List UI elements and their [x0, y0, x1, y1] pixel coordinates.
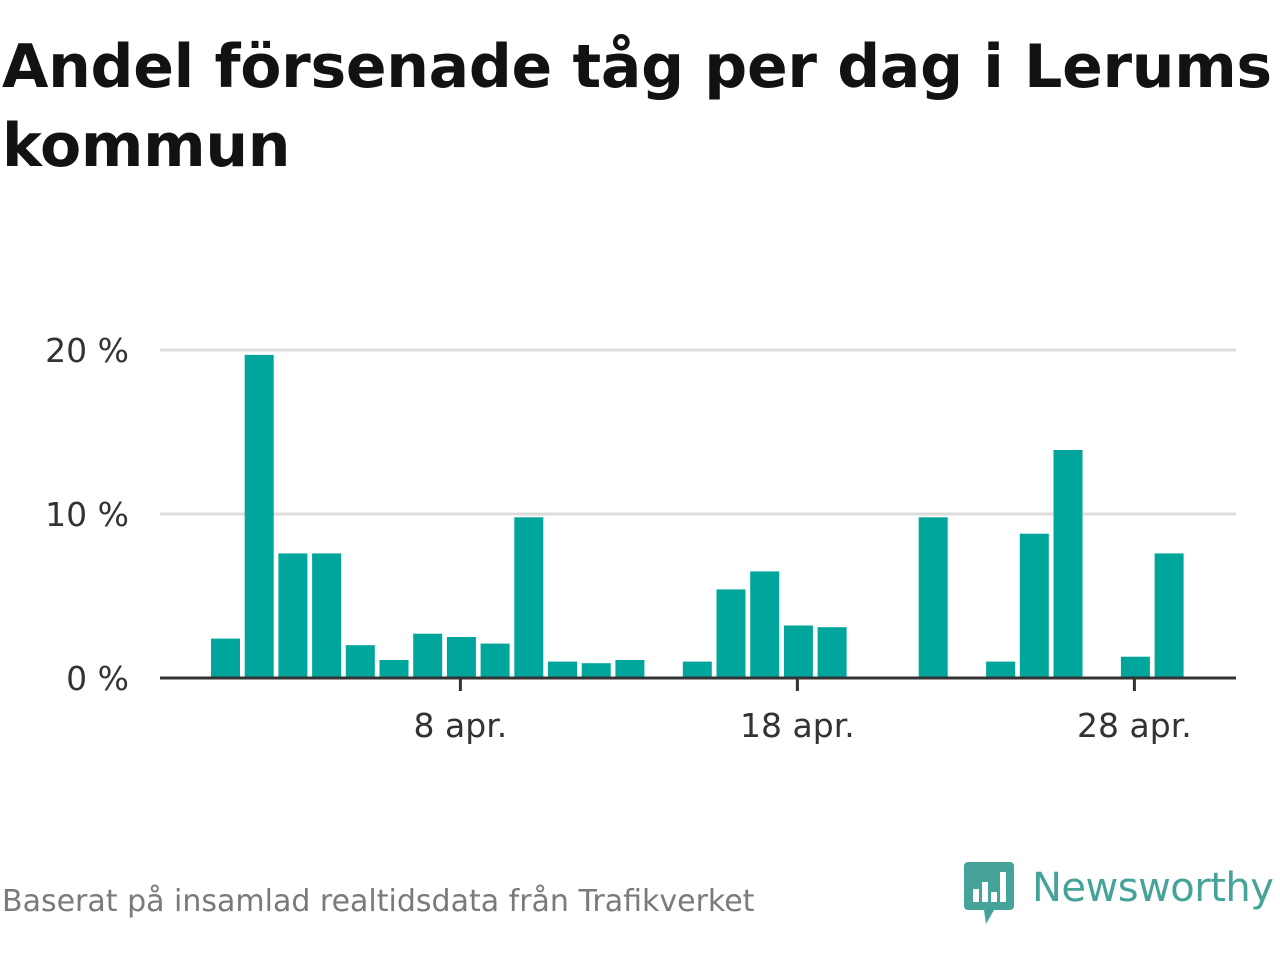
bar [244, 354, 274, 678]
bar [783, 625, 813, 678]
bar [716, 589, 746, 678]
y-tick-label: 0 % [66, 659, 129, 698]
x-tick-label: 18 apr. [740, 706, 855, 745]
bar [312, 553, 342, 678]
bar [918, 517, 948, 678]
bar [1019, 533, 1049, 678]
bar [1053, 450, 1083, 678]
bar [1120, 656, 1150, 678]
bars [211, 354, 1184, 678]
bar [986, 661, 1016, 678]
x-tick-label: 8 apr. [414, 706, 508, 745]
bar [211, 638, 240, 678]
newsworthy-logo-icon [964, 862, 1014, 924]
x-axis-ticks: 8 apr. 18 apr. 28 apr. [414, 678, 1192, 745]
bar [413, 633, 443, 678]
bar [615, 660, 645, 678]
y-tick-label: 20 % [45, 331, 129, 370]
bar [345, 645, 375, 678]
bar [581, 663, 611, 678]
brand-logo: Newsworthy [964, 862, 1274, 926]
chart-title: Andel försenade tåg per dag i Lerums kom… [2, 32, 1272, 181]
bar [514, 517, 544, 678]
y-tick-label: 10 % [45, 495, 129, 534]
bar [278, 553, 308, 678]
chart-area: 0 % 10 % 20 % 8 apr. 18 apr. 28 apr. [45, 331, 1236, 745]
x-tick-label: 28 apr. [1077, 706, 1192, 745]
brand-name: Newsworthy [1032, 865, 1274, 911]
source-note: Baserat på insamlad realtidsdata från Tr… [2, 884, 755, 919]
bar [548, 661, 577, 678]
bar [446, 637, 476, 678]
bar [379, 660, 409, 678]
bar [817, 627, 847, 678]
bar [750, 571, 780, 678]
bar [1154, 553, 1184, 678]
y-axis-ticks: 0 % 10 % 20 % [45, 331, 129, 698]
bar [480, 643, 510, 678]
bar [682, 661, 712, 678]
